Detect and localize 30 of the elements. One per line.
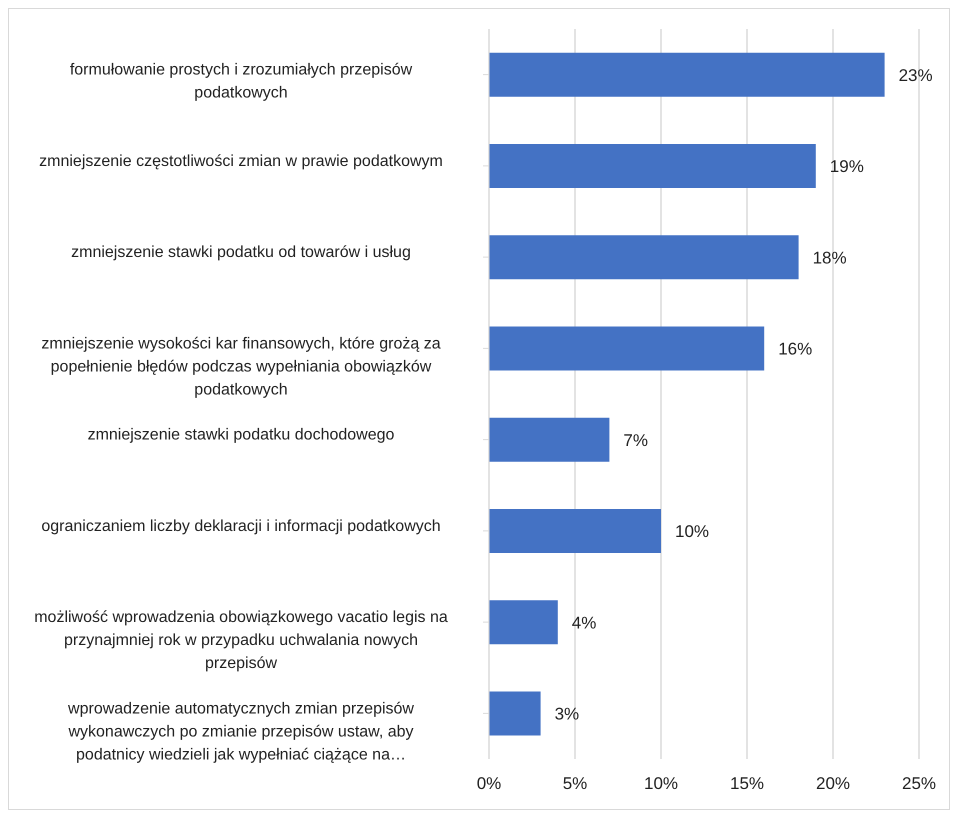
bar — [489, 235, 799, 280]
data-label: 7% — [623, 430, 648, 450]
data-label: 10% — [675, 522, 710, 542]
bar — [489, 600, 558, 644]
bar — [489, 144, 816, 188]
y-tick-label: zmniejszenie częstotliwości zmian w prawie podatkowym — [39, 152, 443, 170]
bar — [489, 691, 541, 736]
y-tick-label: ograniczaniem liczby deklaracji i informacji podatkowych — [41, 518, 441, 535]
bar — [489, 418, 610, 462]
data-label: 18% — [812, 248, 847, 268]
x-tick-label: 10% — [644, 774, 678, 794]
bar — [489, 326, 764, 370]
x-tick-label: 0% — [476, 774, 502, 794]
bar — [489, 508, 661, 553]
x-tick-label: 25% — [902, 774, 936, 794]
y-tick-label: wprowadzenie automatycznych zmian przepisów wykonawczych po zmianie przepisów ustaw, aby podatnicy wiedzieli jak wypełniać ciążące na… — [67, 700, 414, 764]
data-label: 4% — [572, 613, 596, 632]
data-label: 19% — [830, 157, 864, 176]
y-tick-label: zmniejszenie wysokości kar finansowych, które grożą za popełnienie błędów podczas wypełniania obowiązków podatkowych — [41, 335, 441, 398]
data-label: 23% — [898, 66, 933, 85]
x-tick-label: 15% — [730, 774, 764, 794]
data-label: 3% — [554, 704, 580, 724]
x-tick-label: 5% — [562, 774, 588, 794]
y-tick-label: formułowanie prostych i zrozumiałych przepisów podatkowych — [70, 62, 413, 102]
data-label: 16% — [778, 340, 812, 359]
y-tick-label: zmniejszenie stawki podatku od towarów i usług — [71, 244, 411, 262]
y-tick-label: możliwość wprowadzenia obowiązkowego vacatio legis na przynajmniej rok w przypadku uchwalania nowych przepisów — [34, 609, 448, 672]
y-tick-label: zmniejszenie stawki podatku dochodowego — [88, 426, 395, 444]
x-tick-label: 20% — [816, 774, 850, 794]
bar — [489, 52, 885, 97]
